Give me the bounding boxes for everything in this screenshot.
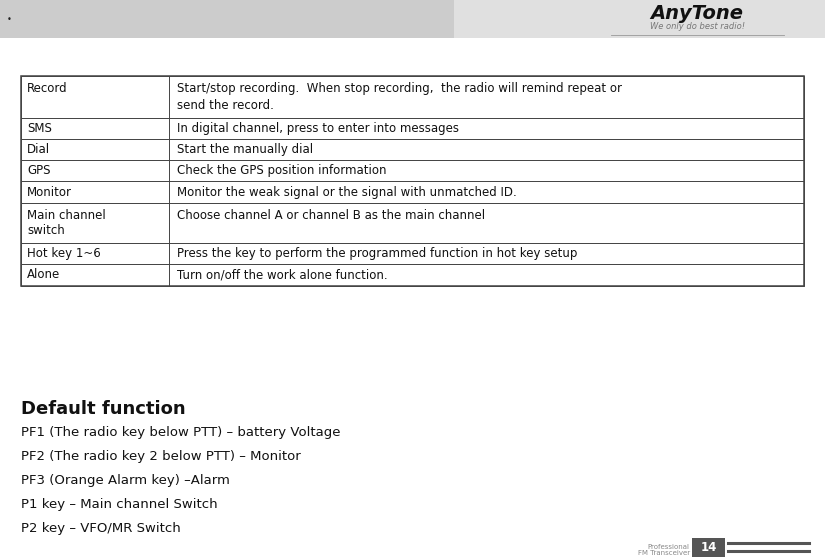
Bar (21, 160, 804, 181)
Text: Default function: Default function (21, 400, 186, 418)
Bar (0, 0, 454, 38)
Bar (21, 118, 804, 139)
Text: Choose channel A or channel B as the main channel: Choose channel A or channel B as the mai… (177, 209, 485, 222)
Text: PF2 (The radio key 2 below PTT) – Monitor: PF2 (The radio key 2 below PTT) – Monito… (21, 450, 300, 463)
Bar (21, 203, 804, 243)
Text: P1 key – Main channel Switch: P1 key – Main channel Switch (21, 498, 217, 511)
Bar (21, 243, 804, 264)
Bar (21, 76, 804, 118)
Text: Hot key 1~6: Hot key 1~6 (27, 247, 101, 260)
Text: Turn on/off the work alone function.: Turn on/off the work alone function. (177, 268, 388, 282)
Bar (21, 76, 804, 286)
Text: Start the manually dial: Start the manually dial (177, 143, 314, 156)
Text: FM Transceiver: FM Transceiver (638, 550, 690, 556)
Text: Monitor: Monitor (27, 185, 73, 199)
Text: SMS: SMS (27, 122, 52, 135)
Text: Monitor the weak signal or the signal with unmatched ID.: Monitor the weak signal or the signal wi… (177, 185, 517, 199)
Text: PF3 (Orange Alarm key) –Alarm: PF3 (Orange Alarm key) –Alarm (21, 474, 229, 487)
Text: Press the key to perform the programmed function in hot key setup: Press the key to perform the programmed … (177, 247, 578, 260)
Text: In digital channel, press to enter into messages: In digital channel, press to enter into … (177, 122, 460, 135)
Bar (454, 0, 825, 38)
Text: We only do best radio!: We only do best radio! (649, 22, 745, 31)
Text: •: • (7, 15, 12, 24)
Bar (21, 139, 804, 160)
Text: Dial: Dial (27, 143, 50, 156)
Text: PF1 (The radio key below PTT) – battery Voltage: PF1 (The radio key below PTT) – battery … (21, 426, 340, 438)
Text: Record: Record (27, 82, 68, 95)
Text: GPS: GPS (27, 164, 50, 178)
Text: 14: 14 (700, 540, 717, 554)
Text: Check the GPS position information: Check the GPS position information (177, 164, 387, 178)
Text: AnyTone: AnyTone (651, 4, 743, 23)
Text: P2 key – VFO/MR Switch: P2 key – VFO/MR Switch (21, 522, 181, 535)
Text: Main channel
switch: Main channel switch (27, 209, 106, 237)
Bar (21, 181, 804, 203)
Bar (21, 264, 804, 286)
Text: Start/stop recording.  When stop recording,  the radio will remind repeat or
sen: Start/stop recording. When stop recordin… (177, 82, 622, 113)
Text: Professional: Professional (648, 544, 690, 549)
Text: Alone: Alone (27, 268, 60, 282)
Bar (692, 538, 725, 557)
